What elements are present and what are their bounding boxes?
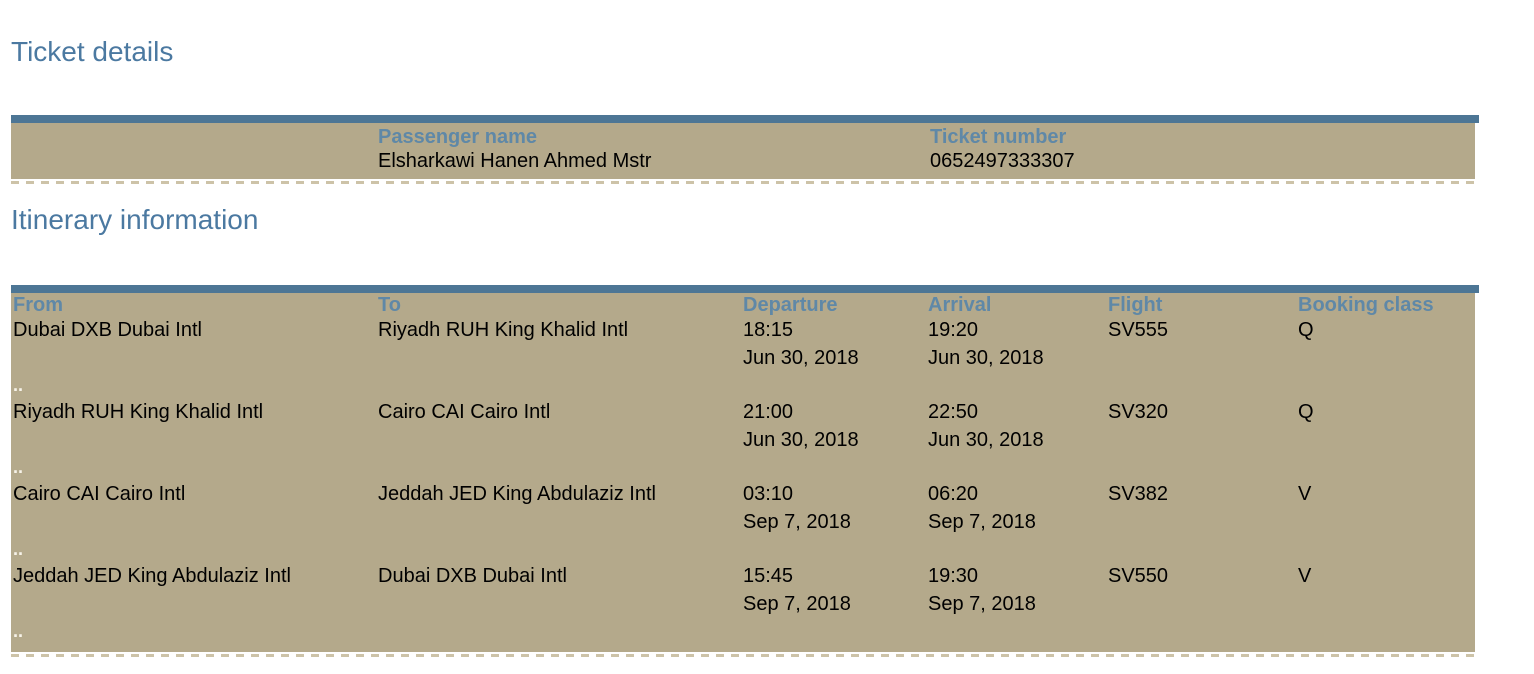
passenger-name-value: Elsharkawi Hanen Ahmed Mstr xyxy=(378,150,652,172)
departure-date: Sep 7, 2018 xyxy=(743,511,851,533)
ticket-details-table: Passenger name Elsharkawi Hanen Ahmed Ms… xyxy=(11,115,1479,184)
departure-date: Jun 30, 2018 xyxy=(743,347,859,369)
row-separator-dots: .. xyxy=(13,457,24,477)
flight-number: SV550 xyxy=(1108,565,1169,587)
to-airport: Riyadh RUH King Khalid Intl xyxy=(378,319,629,341)
itinerary-heading: Itinerary information xyxy=(11,204,259,235)
ticket-table-spacer-cell xyxy=(11,126,376,174)
table-bottom-dashed-border xyxy=(11,654,1475,657)
row-separator-dots: .. xyxy=(13,621,24,641)
flight-segment-1: Dubai DXB Dubai Intl Riyadh RUH King Kha… xyxy=(11,316,1475,372)
departure-cell: 15:45 Sep 7, 2018 xyxy=(741,562,926,618)
column-header-booking-class: Booking class xyxy=(1298,294,1434,316)
arrival-date: Jun 30, 2018 xyxy=(928,429,1044,451)
column-header-from: From xyxy=(13,294,63,316)
column-header-arrival: Arrival xyxy=(928,294,992,316)
departure-time: 21:00 xyxy=(743,401,794,423)
row-separator-dots: .. xyxy=(13,375,24,395)
column-header-flight: Flight xyxy=(1108,294,1163,316)
flight-segment-3: Cairo CAI Cairo Intl Jeddah JED King Abd… xyxy=(11,480,1475,536)
ticket-number-cell: Ticket number 0652497333307 xyxy=(928,126,1475,174)
column-header-to: To xyxy=(378,294,401,316)
arrival-time: 19:20 xyxy=(928,319,979,341)
arrival-date: Sep 7, 2018 xyxy=(928,511,1036,533)
ticket-number-value: 0652497333307 xyxy=(930,150,1075,172)
departure-cell: 18:15 Jun 30, 2018 xyxy=(741,316,926,372)
table-row: Cairo CAI Cairo Intl Jeddah JED King Abd… xyxy=(11,480,1475,562)
itinerary-table: From To Departure Arrival Flight Booking… xyxy=(11,285,1479,657)
ticket-details-table-body: Passenger name Elsharkawi Hanen Ahmed Ms… xyxy=(11,123,1475,179)
booking-class: V xyxy=(1298,483,1312,505)
arrival-time: 19:30 xyxy=(928,565,979,587)
departure-time: 15:45 xyxy=(743,565,794,587)
departure-date: Jun 30, 2018 xyxy=(743,429,859,451)
flight-number: SV555 xyxy=(1108,319,1169,341)
flight-number: SV382 xyxy=(1108,483,1169,505)
flight-segment-4: Jeddah JED King Abdulaziz Intl Dubai DXB… xyxy=(11,562,1475,618)
passenger-name-label: Passenger name xyxy=(378,126,537,148)
table-row: Riyadh RUH King Khalid Intl Cairo CAI Ca… xyxy=(11,398,1475,480)
itinerary-header-row: From To Departure Arrival Flight Booking… xyxy=(11,293,1475,316)
itinerary-table-body: From To Departure Arrival Flight Booking… xyxy=(11,293,1475,652)
booking-class: V xyxy=(1298,565,1312,587)
arrival-time: 06:20 xyxy=(928,483,979,505)
passenger-name-cell: Passenger name Elsharkawi Hanen Ahmed Ms… xyxy=(376,126,928,174)
from-airport: Cairo CAI Cairo Intl xyxy=(13,483,186,505)
arrival-date: Sep 7, 2018 xyxy=(928,593,1036,615)
arrival-cell: 19:20 Jun 30, 2018 xyxy=(926,316,1106,372)
table-row: Jeddah JED King Abdulaziz Intl Dubai DXB… xyxy=(11,562,1475,644)
to-airport: Dubai DXB Dubai Intl xyxy=(378,565,567,587)
to-airport: Jeddah JED King Abdulaziz Intl xyxy=(378,483,656,505)
booking-class: Q xyxy=(1298,401,1314,423)
ticket-details-heading: Ticket details xyxy=(11,36,174,67)
arrival-cell: 06:20 Sep 7, 2018 xyxy=(926,480,1106,536)
row-separator-dots: .. xyxy=(13,539,24,559)
table-row: Dubai DXB Dubai Intl Riyadh RUH King Kha… xyxy=(11,316,1475,398)
flight-number: SV320 xyxy=(1108,401,1169,423)
from-airport: Jeddah JED King Abdulaziz Intl xyxy=(13,565,291,587)
table-bottom-dashed-border xyxy=(11,181,1475,184)
from-airport: Dubai DXB Dubai Intl xyxy=(13,319,202,341)
from-airport: Riyadh RUH King Khalid Intl xyxy=(13,401,264,423)
ticket-number-label: Ticket number xyxy=(930,126,1067,148)
departure-time: 03:10 xyxy=(743,483,794,505)
departure-time: 18:15 xyxy=(743,319,794,341)
arrival-cell: 22:50 Jun 30, 2018 xyxy=(926,398,1106,454)
to-airport: Cairo CAI Cairo Intl xyxy=(378,401,551,423)
departure-cell: 21:00 Jun 30, 2018 xyxy=(741,398,926,454)
column-header-departure: Departure xyxy=(743,294,838,316)
arrival-cell: 19:30 Sep 7, 2018 xyxy=(926,562,1106,618)
arrival-time: 22:50 xyxy=(928,401,979,423)
flight-segment-2: Riyadh RUH King Khalid Intl Cairo CAI Ca… xyxy=(11,398,1475,454)
departure-cell: 03:10 Sep 7, 2018 xyxy=(741,480,926,536)
departure-date: Sep 7, 2018 xyxy=(743,593,851,615)
arrival-date: Jun 30, 2018 xyxy=(928,347,1044,369)
booking-class: Q xyxy=(1298,319,1314,341)
